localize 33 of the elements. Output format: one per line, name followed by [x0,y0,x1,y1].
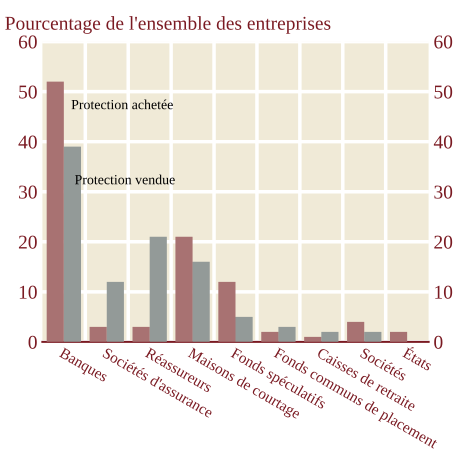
bar [236,316,253,342]
series-label: Protection achetée [72,99,173,110]
bar [106,282,124,342]
bar [261,332,278,342]
bar [132,326,150,342]
y-tick-label: 10 [20,286,37,299]
series-label: Protection vendue [74,174,175,184]
y2-tick-label: 20 [434,236,452,249]
y-tick-label: 40 [18,135,37,149]
bar [321,332,338,342]
bar [218,282,236,342]
y2-tick-label: 30 [434,186,452,199]
bar [175,236,193,342]
y2-tick-label: 50 [434,85,452,99]
y2-tick-label: 10 [435,286,452,299]
bar [278,326,296,342]
bar [364,332,382,342]
y2-tick-label: 0 [434,336,442,349]
bar [390,332,408,342]
bar [304,336,322,342]
bar [150,236,167,342]
y2-tick-label: 40 [434,135,452,149]
y-tick-label: 50 [19,85,37,99]
y-tick-label: 20 [18,236,37,249]
y-tick-label: 60 [18,35,37,49]
bar [90,326,107,342]
bar [46,82,64,342]
bar [192,262,210,342]
y-tick-label: 30 [19,186,37,199]
y-tick-label: 0 [28,336,37,349]
chart-title: Pourcentage de l'ensemble des entreprises [5,16,330,34]
bar [347,322,364,342]
y2-tick-label: 60 [434,35,452,49]
